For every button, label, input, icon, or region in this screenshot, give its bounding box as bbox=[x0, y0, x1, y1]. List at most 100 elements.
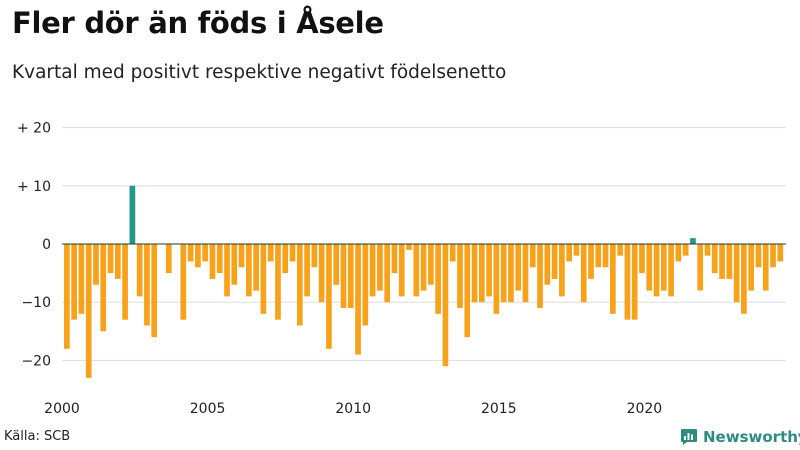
bar bbox=[398, 244, 405, 297]
bar bbox=[64, 244, 70, 349]
bar bbox=[631, 244, 638, 320]
bar bbox=[755, 244, 762, 268]
bar bbox=[129, 185, 136, 244]
bar bbox=[209, 244, 216, 279]
bar bbox=[122, 244, 128, 320]
bar bbox=[690, 238, 696, 244]
bar bbox=[537, 244, 543, 309]
bar bbox=[340, 244, 347, 309]
bar bbox=[180, 244, 187, 320]
bar bbox=[711, 244, 718, 274]
bar bbox=[362, 244, 369, 326]
y-tick-label: −10 bbox=[21, 295, 51, 311]
y-tick-label: + 10 bbox=[17, 179, 51, 195]
y-tick-label: 0 bbox=[42, 237, 51, 253]
bar bbox=[289, 244, 296, 262]
bar bbox=[231, 244, 238, 285]
chart-title: Fler dör än föds i Åsele bbox=[12, 6, 384, 40]
brand-name: Newsworthy bbox=[703, 428, 800, 446]
x-tick-label: 2020 bbox=[627, 401, 663, 417]
bar bbox=[165, 244, 172, 274]
x-tick-label: 2000 bbox=[44, 401, 80, 417]
bar bbox=[267, 244, 274, 262]
bar bbox=[682, 244, 689, 256]
x-tick-label: 2015 bbox=[481, 401, 517, 417]
bar bbox=[471, 244, 478, 303]
bar bbox=[515, 244, 522, 291]
bar bbox=[282, 244, 289, 274]
newsworthy-logo-icon bbox=[681, 429, 697, 445]
bar bbox=[559, 244, 565, 297]
bar bbox=[500, 244, 507, 303]
bar bbox=[653, 244, 660, 297]
bar bbox=[136, 244, 143, 297]
bar bbox=[478, 244, 485, 303]
bar bbox=[216, 244, 223, 274]
brand-logo: Newsworthy bbox=[680, 427, 800, 447]
bar bbox=[544, 244, 551, 285]
bar bbox=[304, 244, 310, 297]
bar bbox=[296, 244, 303, 326]
bar bbox=[384, 244, 391, 303]
bar bbox=[78, 244, 85, 314]
bar bbox=[675, 244, 682, 262]
bar bbox=[573, 244, 580, 256]
bar bbox=[253, 244, 259, 291]
bar bbox=[420, 244, 427, 291]
bar bbox=[85, 244, 92, 378]
bar bbox=[406, 244, 412, 250]
bar bbox=[449, 244, 456, 262]
bar bbox=[114, 244, 121, 279]
bar bbox=[318, 244, 325, 303]
bar bbox=[566, 244, 573, 262]
bar bbox=[726, 244, 733, 279]
bar bbox=[617, 244, 623, 256]
bar bbox=[508, 244, 514, 303]
bar bbox=[748, 244, 755, 291]
bar bbox=[777, 244, 784, 262]
bar bbox=[457, 244, 463, 309]
bar bbox=[697, 244, 704, 291]
bar bbox=[486, 244, 492, 297]
y-tick-label: −20 bbox=[21, 353, 51, 369]
bar bbox=[187, 244, 194, 262]
source-note: Källa: SCB bbox=[4, 429, 71, 444]
bar bbox=[246, 244, 252, 297]
bar bbox=[646, 244, 653, 291]
y-tick-label: + 20 bbox=[17, 121, 51, 137]
bar bbox=[311, 244, 318, 268]
x-tick-label: 2005 bbox=[190, 401, 226, 417]
bar bbox=[639, 244, 645, 274]
bar bbox=[733, 244, 740, 303]
x-tick-label: 2010 bbox=[335, 401, 371, 417]
bar bbox=[260, 244, 267, 314]
bar bbox=[224, 244, 230, 297]
bar bbox=[551, 244, 558, 279]
bar bbox=[369, 244, 376, 297]
bar bbox=[347, 244, 354, 309]
bar bbox=[442, 244, 449, 367]
bar bbox=[522, 244, 529, 303]
bar bbox=[610, 244, 616, 314]
bar bbox=[195, 244, 201, 268]
bar bbox=[71, 244, 77, 320]
bar bbox=[580, 244, 587, 303]
bar bbox=[93, 244, 99, 285]
chart-subtitle: Kvartal med positivt respektive negativt… bbox=[12, 62, 507, 83]
bar bbox=[333, 244, 340, 285]
bar bbox=[238, 244, 245, 268]
bar bbox=[493, 244, 500, 314]
bar bbox=[151, 244, 158, 338]
bar bbox=[355, 244, 361, 355]
bar bbox=[413, 244, 420, 297]
bar bbox=[588, 244, 594, 279]
bar bbox=[770, 244, 776, 268]
bar bbox=[202, 244, 209, 262]
bar bbox=[326, 244, 332, 349]
bar bbox=[668, 244, 674, 297]
bar bbox=[704, 244, 711, 256]
bar bbox=[275, 244, 281, 320]
bar bbox=[741, 244, 747, 314]
bar bbox=[377, 244, 383, 291]
